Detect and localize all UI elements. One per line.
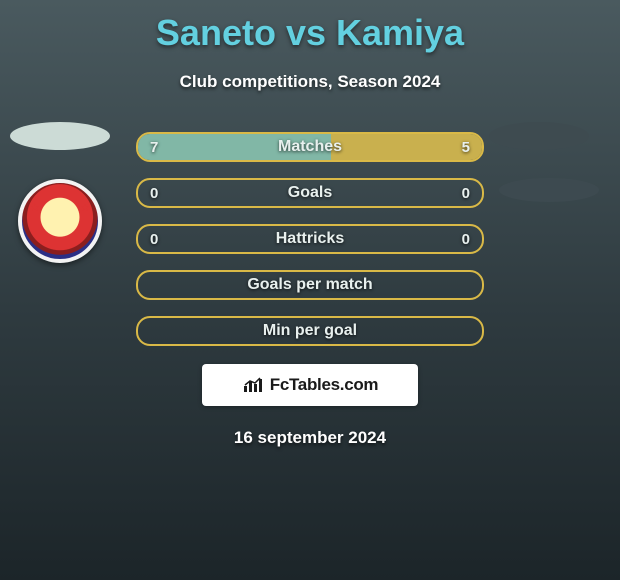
- stat-value-right: 5: [462, 139, 470, 156]
- chart-icon: [242, 376, 264, 394]
- stat-row: 0 0 Hattricks: [136, 224, 484, 254]
- stat-value-left: 7: [150, 139, 158, 156]
- right-team-oval: [489, 122, 589, 150]
- stat-row: 0 0 Goals: [136, 178, 484, 208]
- stat-value-left: 0: [150, 185, 158, 202]
- stat-label: Hattricks: [276, 230, 344, 248]
- left-team-crest: ★ ★: [10, 178, 110, 264]
- stat-row: 7 5 Matches: [136, 132, 484, 162]
- footer-card[interactable]: FcTables.com: [202, 364, 418, 406]
- subtitle: Club competitions, Season 2024: [0, 72, 620, 92]
- stat-fill-right: [331, 134, 482, 160]
- page-title: Saneto vs Kamiya: [0, 0, 620, 54]
- footer-brand-text: FcTables.com: [270, 375, 379, 395]
- stat-value-right: 0: [462, 231, 470, 248]
- stat-label: Matches: [278, 138, 342, 156]
- right-team-oval-2: [499, 178, 599, 202]
- crest-icon: ★ ★: [18, 179, 102, 263]
- stat-value-right: 0: [462, 185, 470, 202]
- stat-label: Goals: [288, 184, 332, 202]
- stat-row: Min per goal: [136, 316, 484, 346]
- stat-label: Min per goal: [263, 322, 357, 340]
- date-line: 16 september 2024: [0, 428, 620, 448]
- stat-label: Goals per match: [247, 276, 372, 294]
- stat-row: Goals per match: [136, 270, 484, 300]
- stats-panel: 7 5 Matches 0 0 Goals 0 0 Hattricks Goals per mat…: [136, 132, 484, 346]
- left-team-oval: [10, 122, 110, 150]
- stat-value-left: 0: [150, 231, 158, 248]
